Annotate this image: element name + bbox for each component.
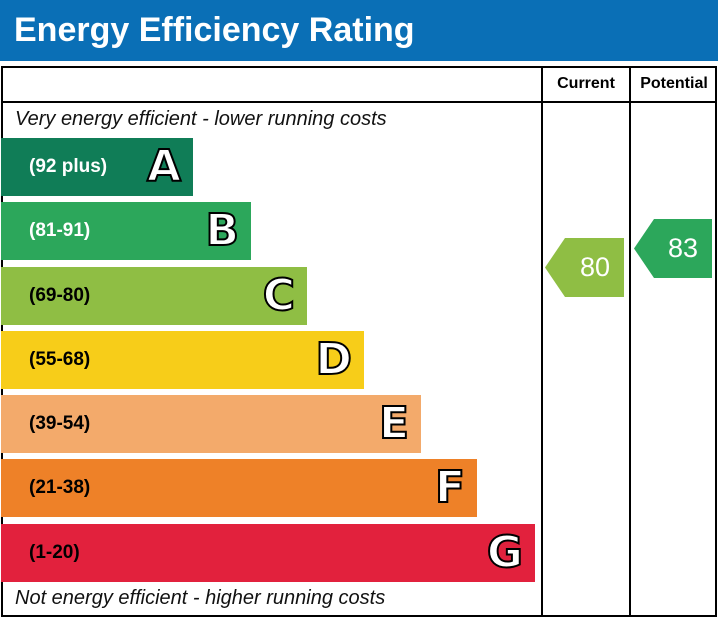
band-g: (1-20) G — [1, 524, 535, 582]
band-letter: D — [314, 333, 353, 386]
band-d: (55-68) D — [1, 331, 364, 389]
band-b: (81-91) B — [1, 202, 251, 260]
band-letter: G — [486, 526, 524, 579]
potential-rating-value: 83 — [667, 233, 698, 263]
band-range: (55-68) — [29, 349, 91, 370]
band-letter: A — [146, 140, 182, 193]
column-divider-current — [541, 66, 543, 617]
band-letter: E — [378, 397, 410, 450]
band-range: (69-80) — [29, 285, 91, 306]
band-letter: F — [434, 461, 466, 514]
column-header-current: Current — [557, 75, 615, 92]
column-divider-potential — [629, 66, 631, 617]
bottom-caption: Not energy efficient - higher running co… — [15, 587, 386, 609]
header-divider — [1, 101, 717, 103]
band-range: (81-91) — [29, 220, 91, 241]
current-rating-arrow: 80 — [545, 238, 624, 297]
column-header-potential: Potential — [640, 75, 708, 92]
potential-rating-arrow: 83 — [634, 219, 712, 278]
band-range: (92 plus) — [29, 156, 108, 177]
band-c: (69-80) C — [1, 267, 307, 325]
band-a: (92 plus) A — [1, 138, 193, 196]
band-range: (39-54) — [29, 413, 91, 434]
top-caption: Very energy efficient - lower running co… — [15, 108, 387, 130]
current-rating-value: 80 — [579, 252, 610, 282]
band-letter: C — [262, 269, 296, 322]
band-letter: B — [204, 204, 240, 257]
chart-title: Energy Efficiency Rating — [0, 0, 718, 61]
band-range: (1-20) — [29, 542, 80, 563]
band-f: (21-38) F — [1, 459, 477, 517]
band-range: (21-38) — [29, 477, 91, 498]
band-e: (39-54) E — [1, 395, 421, 453]
